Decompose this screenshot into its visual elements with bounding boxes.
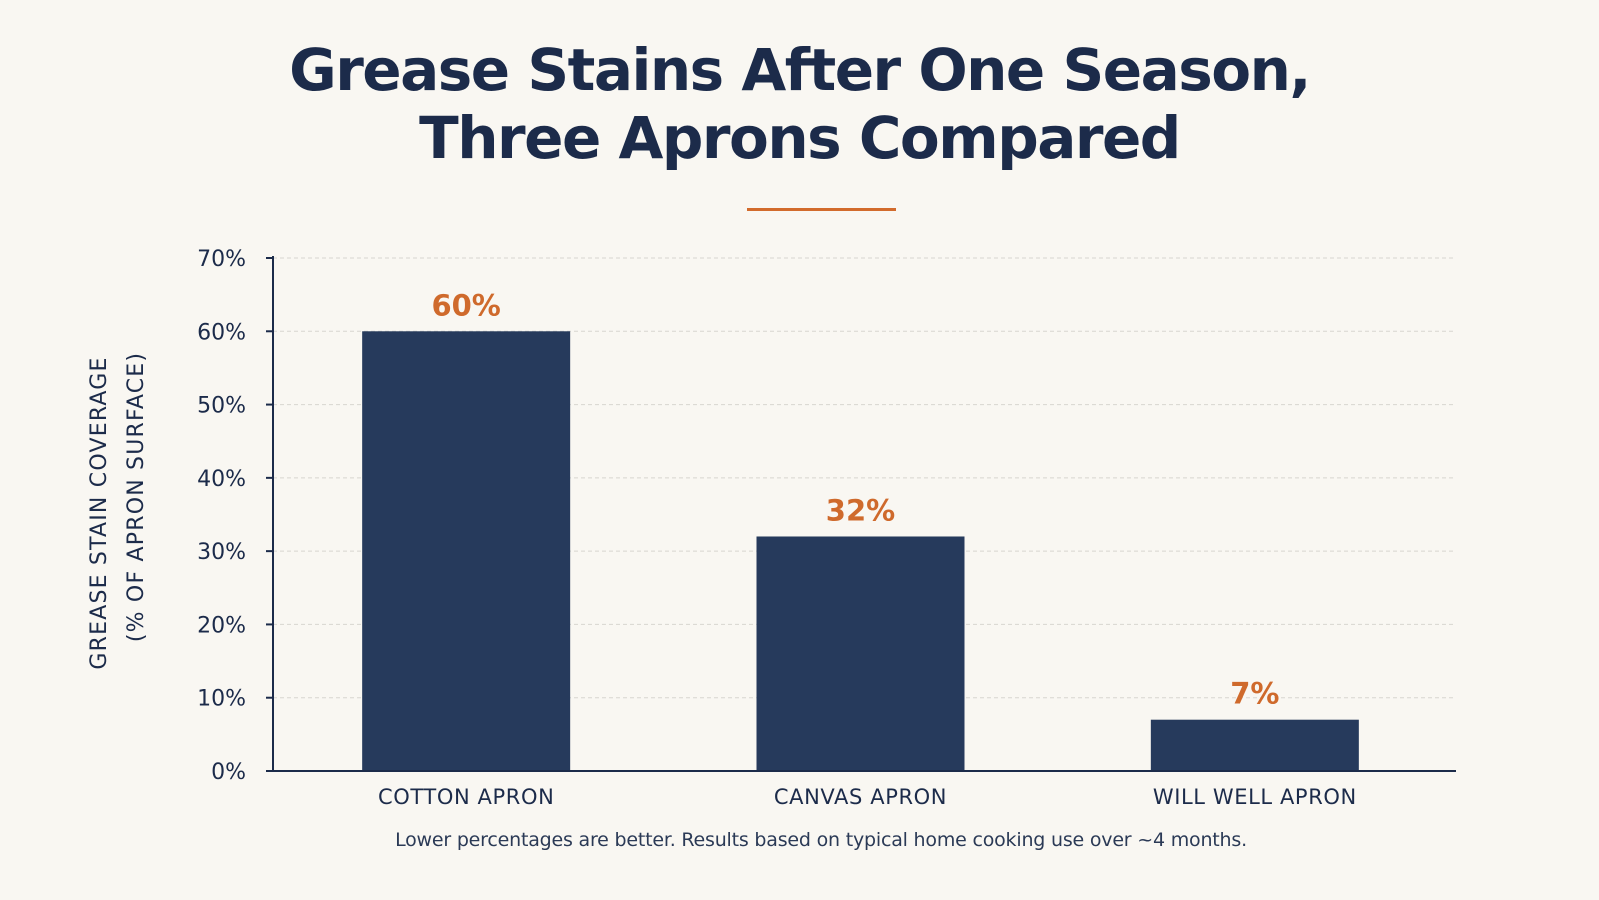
y-axis-title: GREASE STAIN COVERAGE (% OF APRON SURFAC… [87,352,149,670]
chart-title-line-2: Three Aprons Compared [419,104,1181,172]
y-tick-label: 70% [197,247,246,272]
title-underline [747,208,896,211]
bar [362,331,571,771]
y-tick-labels: 0% 10% 20% 30% 40% 50% 60% 70% [197,247,273,785]
data-label: 60% [431,288,500,322]
y-tick-label: 10% [197,687,246,712]
y-tick-label: 20% [197,613,246,638]
y-tick-label: 30% [197,540,246,565]
y-tick-label: 60% [197,320,246,345]
chart-title-line-1: Grease Stains After One Season, [289,36,1311,104]
category-labels: COTTON APRON CANVAS APRON WILL WELL APRON [378,785,1357,809]
y-tick-label: 40% [197,467,246,492]
data-labels: 60% 32% 7% [431,288,1279,710]
y-tick-label: 50% [197,394,246,419]
chart-footnote: Lower percentages are better. Results ba… [395,829,1247,851]
data-label: 7% [1230,677,1279,711]
y-axis-title-line-2: (% OF APRON SURFACE) [124,352,149,642]
category-label: WILL WELL APRON [1153,785,1357,809]
category-label: CANVAS APRON [774,785,947,809]
bars [362,331,1359,771]
axes [272,256,1456,772]
y-axis-title-line-1: GREASE STAIN COVERAGE [87,356,112,669]
chart-title: Grease Stains After One Season, Three Ap… [0,36,1599,172]
bar [1150,719,1359,771]
data-label: 32% [826,493,895,527]
category-label: COTTON APRON [378,785,554,809]
bar [756,536,965,771]
y-tick-label: 0% [211,760,246,785]
